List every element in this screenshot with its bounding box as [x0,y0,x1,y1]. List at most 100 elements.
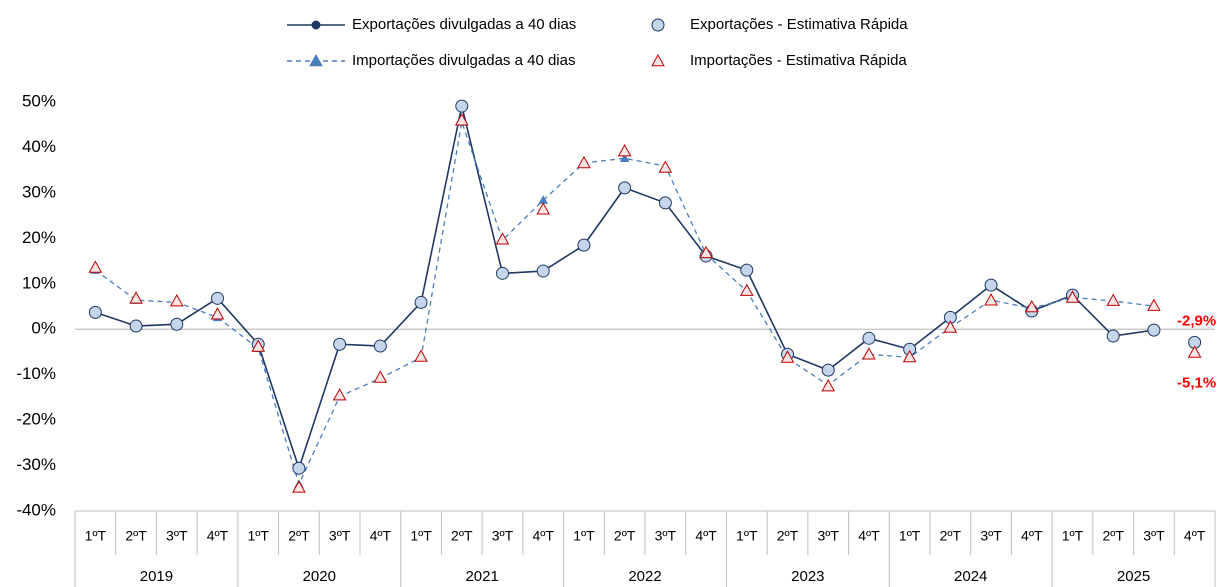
marker [658,160,673,173]
x-tick-label: 3ºT [492,528,514,544]
marker [414,349,428,362]
marker [170,317,184,331]
marker [1147,298,1161,311]
x-tick-label: 1ºT [1062,528,1084,544]
x-tick-label: 3ºT [329,528,351,544]
legend-marker [651,53,665,67]
x-tick-label: 4ºT [370,528,392,544]
x-tick-label: 4ºT [207,528,229,544]
legend-marker [311,20,321,30]
marker [536,264,550,278]
x-tick-label: 1ºT [573,528,595,544]
marker [333,337,347,351]
y-tick-label: 30% [22,182,56,201]
y-tick-label: -20% [16,410,56,429]
marker [862,347,876,360]
marker [617,144,632,157]
x-tick-label: 1ºT [85,528,107,544]
legend-label: Exportações - Estimativa Rápida [690,16,908,33]
x-tick-label: 4ºT [858,528,880,544]
marker [780,350,795,363]
marker [1106,293,1121,306]
marker [984,293,998,306]
marker [577,238,591,252]
marker [821,363,835,377]
marker [577,155,591,169]
x-tick-label: 2ºT [940,528,962,544]
x-group-label: 2024 [954,568,987,585]
y-tick-label: 10% [22,273,56,292]
marker [739,283,754,296]
marker [454,113,469,126]
marker [658,196,672,210]
legend-marker [309,53,323,67]
x-tick-label: 2ºT [614,528,636,544]
data-label: -2,9% [1177,312,1216,329]
marker [902,349,917,363]
x-group-label: 2019 [140,568,173,585]
marker [210,307,225,320]
marker [618,181,632,195]
x-tick-label: 3ºT [655,528,677,544]
x-group-label: 2020 [303,568,336,585]
marker [1106,329,1120,343]
x-tick-label: 2ºT [288,528,310,544]
marker [984,278,998,292]
x-tick-label: 4ºT [1021,528,1043,544]
legend-label: Exportações divulgadas a 40 dias [352,16,576,33]
legend-label: Importações - Estimativa Rápida [690,52,907,69]
data-label: -5,1% [1177,374,1216,391]
marker [88,305,102,319]
x-group-label: 2023 [791,568,824,585]
x-tick-label: 3ºT [1143,528,1165,544]
marker [129,291,143,304]
marker [943,320,958,333]
marker [1024,299,1039,313]
y-tick-label: 50% [22,91,56,110]
x-tick-label: 1ºT [736,528,758,544]
x-tick-label: 4ºT [695,528,717,544]
x-group-label: 2021 [465,568,498,585]
marker [414,295,428,309]
y-tick-label: -40% [16,500,56,519]
marker [373,339,387,353]
marker [619,153,630,163]
x-tick-label: 2ºT [125,528,147,544]
legend-marker [651,18,665,32]
x-tick-label: 1ºT [899,528,921,544]
x-group-label: 2025 [1117,568,1150,585]
marker [495,232,510,245]
marker [373,370,388,383]
y-tick-label: 0% [31,319,56,338]
marker [332,388,347,401]
marker [169,294,184,307]
marker [455,99,469,113]
x-tick-label: 3ºT [980,528,1002,544]
marker [862,331,876,345]
x-tick-label: 4ºT [532,528,554,544]
marker [1187,345,1202,358]
marker [292,480,306,493]
marker [292,461,306,475]
x-tick-label: 3ºT [817,528,839,544]
x-tick-label: 4ºT [1184,528,1206,544]
marker [129,319,143,333]
x-tick-label: 1ºT [247,528,269,544]
marker [740,263,754,277]
y-tick-label: -10% [16,364,56,383]
marker [496,266,509,280]
y-tick-label: 20% [22,228,56,247]
x-tick-label: 2ºT [777,528,799,544]
marker [88,260,103,273]
marker [251,339,266,352]
marker [1065,290,1080,303]
legend-label: Importações divulgadas a 40 dias [352,52,575,69]
x-tick-label: 2ºT [1102,528,1124,544]
marker [1147,323,1161,337]
marker [211,291,224,305]
marker [821,378,836,392]
x-tick-label: 2ºT [451,528,473,544]
y-tick-label: -30% [16,455,56,474]
